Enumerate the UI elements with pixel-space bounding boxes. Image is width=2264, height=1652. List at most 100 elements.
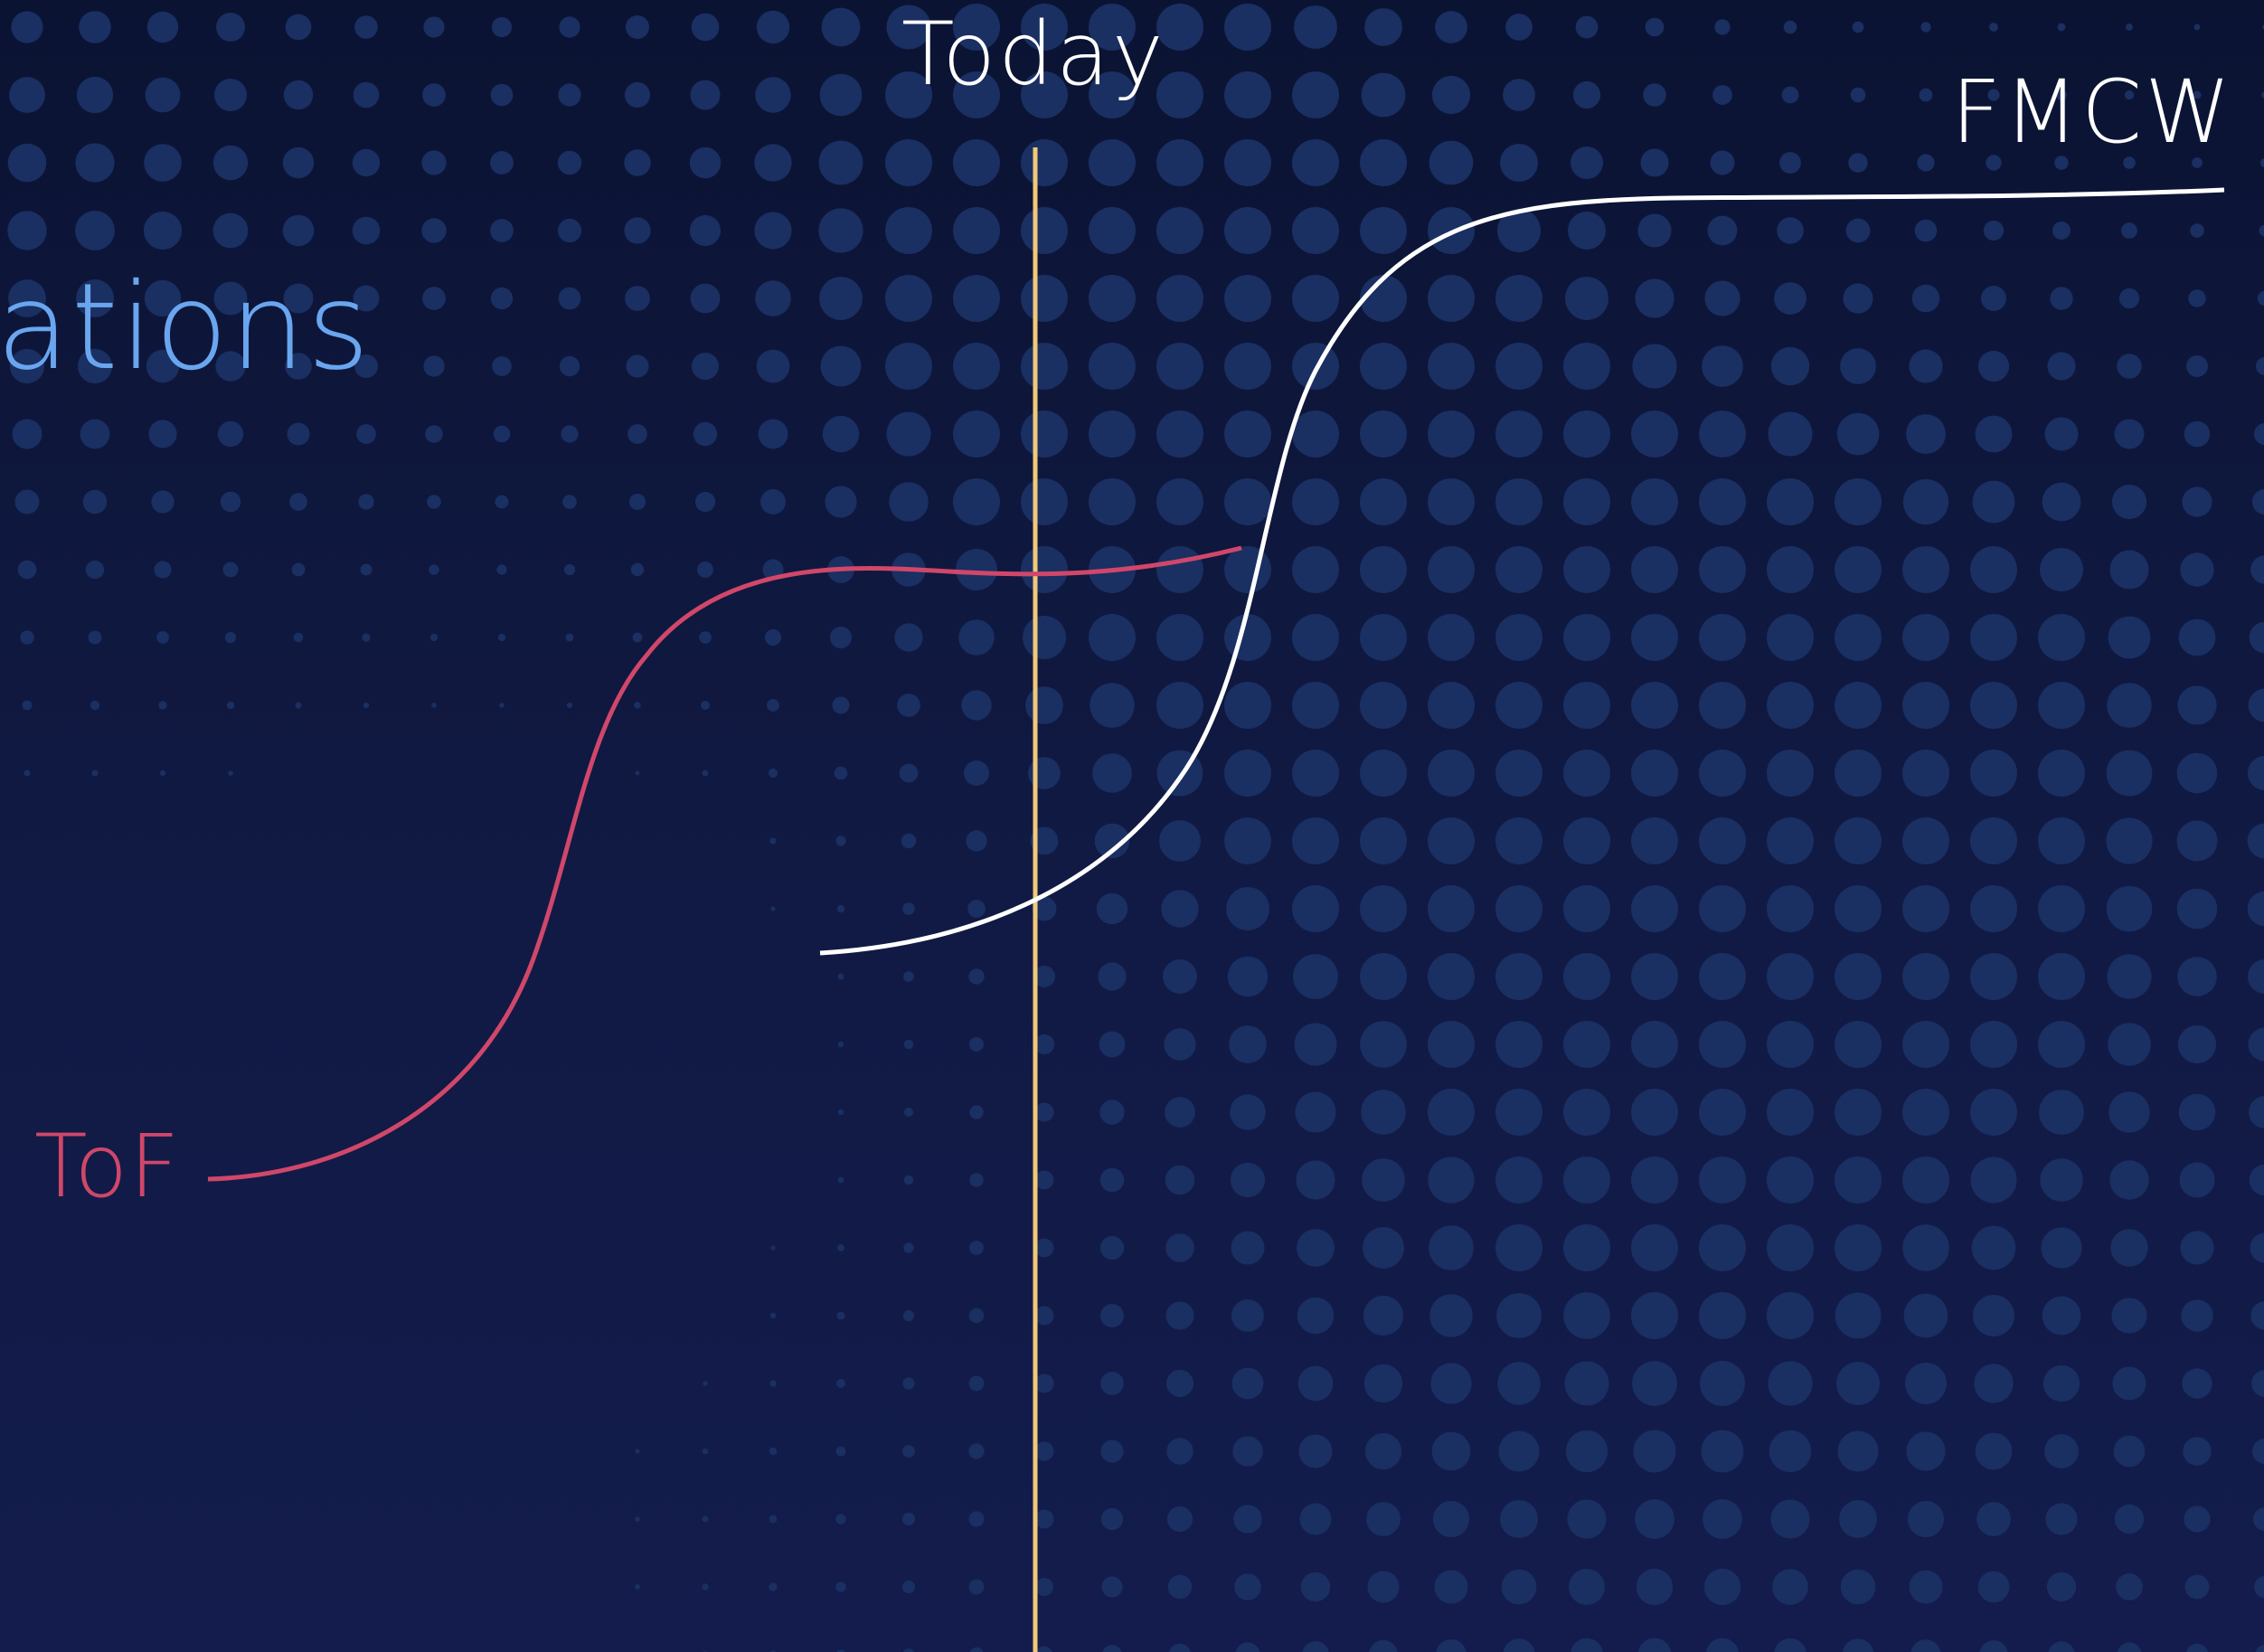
halftone-dot: [969, 1105, 984, 1119]
halftone-dot: [1292, 275, 1339, 322]
halftone-dot: [1292, 478, 1339, 525]
halftone-dot: [1571, 146, 1603, 179]
halftone-dot: [76, 279, 114, 317]
halftone-dot: [702, 1448, 709, 1455]
halftone-dot: [690, 80, 721, 110]
halftone-dot: [1156, 71, 1203, 118]
halftone-dot: [1167, 1574, 1193, 1600]
halftone-dot: [1034, 1374, 1054, 1393]
halftone-dot: [829, 626, 853, 649]
halftone-dot: [2107, 683, 2152, 728]
halftone-dot: [1835, 817, 1882, 864]
halftone-dot: [2047, 352, 2076, 381]
halftone-dot: [835, 1446, 846, 1457]
halftone-dot: [561, 425, 579, 443]
halftone-dot: [1699, 411, 1746, 458]
halftone-dot: [1563, 478, 1610, 525]
halftone-dot: [1699, 1089, 1746, 1136]
halftone-dot: [2108, 1091, 2150, 1133]
halftone-dot: [1366, 1502, 1401, 1536]
halftone-dot: [1767, 1089, 1814, 1136]
halftone-dot: [1156, 139, 1203, 186]
halftone-dot: [295, 702, 302, 709]
halftone-dot: [2117, 354, 2142, 379]
halftone-dot: [2250, 1301, 2264, 1330]
halftone-dot: [770, 906, 776, 911]
halftone-dot: [818, 140, 863, 185]
halftone-dot: [820, 345, 862, 387]
halftone-dot: [2107, 954, 2152, 999]
halftone-dot: [1835, 478, 1882, 525]
halftone-dot: [1902, 614, 1949, 661]
halftone-dot: [2108, 1023, 2151, 1066]
halftone-dot: [769, 1312, 777, 1319]
halftone-dot: [1089, 71, 1136, 118]
halftone-dot: [1835, 885, 1882, 932]
halftone-dot: [837, 973, 844, 980]
halftone-dot: [354, 15, 378, 39]
halftone-dot: [836, 904, 845, 913]
halftone-dot: [624, 81, 651, 109]
halftone-dot: [769, 837, 777, 845]
halftone-dot: [1712, 85, 1732, 105]
halftone-dot: [1704, 280, 1740, 316]
halftone-dot: [697, 562, 713, 578]
halftone-dot: [1975, 415, 2013, 453]
halftone-dot: [22, 700, 33, 711]
halftone-dot: [557, 218, 582, 243]
halftone-dot: [2247, 823, 2264, 859]
halftone-dot: [1021, 411, 1068, 458]
halftone-dot: [1970, 750, 2017, 797]
halftone-dot: [836, 1311, 845, 1320]
halftone-dot: [2040, 1158, 2083, 1202]
halftone-dot: [1903, 1293, 1948, 1338]
halftone-dot: [2106, 750, 2153, 797]
halftone-dot: [2126, 24, 2133, 31]
halftone-dot: [1163, 959, 1197, 994]
halftone-dot: [1495, 1224, 1542, 1271]
halftone-dot: [2042, 482, 2081, 522]
halftone-dot: [1970, 546, 2017, 593]
halftone-dot: [834, 766, 848, 780]
halftone-dot: [1563, 953, 1610, 1000]
halftone-dot: [1032, 896, 1057, 921]
halftone-dot: [1835, 682, 1882, 729]
halftone-dot: [894, 623, 923, 652]
halftone-dot: [1360, 682, 1407, 729]
halftone-dot: [1842, 1638, 1874, 1652]
halftone-dot: [1631, 750, 1678, 797]
halftone-dot: [1230, 1094, 1266, 1130]
halftone-dot: [1033, 1034, 1055, 1055]
halftone-dot: [2182, 1368, 2212, 1399]
halftone-dot: [1361, 1090, 1406, 1135]
halftone-dot: [702, 1515, 709, 1523]
halftone-dot: [1296, 1160, 1335, 1200]
halftone-dot: [565, 633, 574, 642]
halftone-dot: [902, 1377, 915, 1390]
halftone-dot: [903, 971, 914, 982]
halftone-dot: [8, 279, 46, 317]
halftone-dot: [9, 348, 45, 384]
halftone-dot: [88, 630, 102, 645]
halftone-dot: [1836, 1362, 1880, 1405]
halftone-dot: [1495, 546, 1542, 593]
halftone-dot: [79, 11, 111, 43]
halftone-dot: [1563, 1292, 1610, 1339]
halftone-dot: [1503, 79, 1535, 111]
halftone-dot: [2038, 953, 2085, 1000]
halftone-dot: [1234, 1573, 1261, 1600]
halftone-dot: [1699, 546, 1746, 593]
halftone-dot: [1156, 478, 1203, 525]
halftone-dot: [1631, 411, 1678, 458]
halftone-dot: [969, 1241, 984, 1255]
halftone-dot: [1021, 275, 1068, 322]
halftone-dot: [702, 1583, 709, 1591]
halftone-dot: [628, 493, 646, 511]
halftone-dot: [2247, 755, 2264, 791]
halftone-dot: [819, 73, 863, 117]
halftone-dot: [1568, 212, 1606, 250]
halftone-dot: [2184, 1574, 2210, 1600]
halftone-dot: [2041, 1227, 2082, 1269]
halftone-dot: [2251, 1370, 2264, 1397]
halftone-dot: [1699, 750, 1746, 797]
